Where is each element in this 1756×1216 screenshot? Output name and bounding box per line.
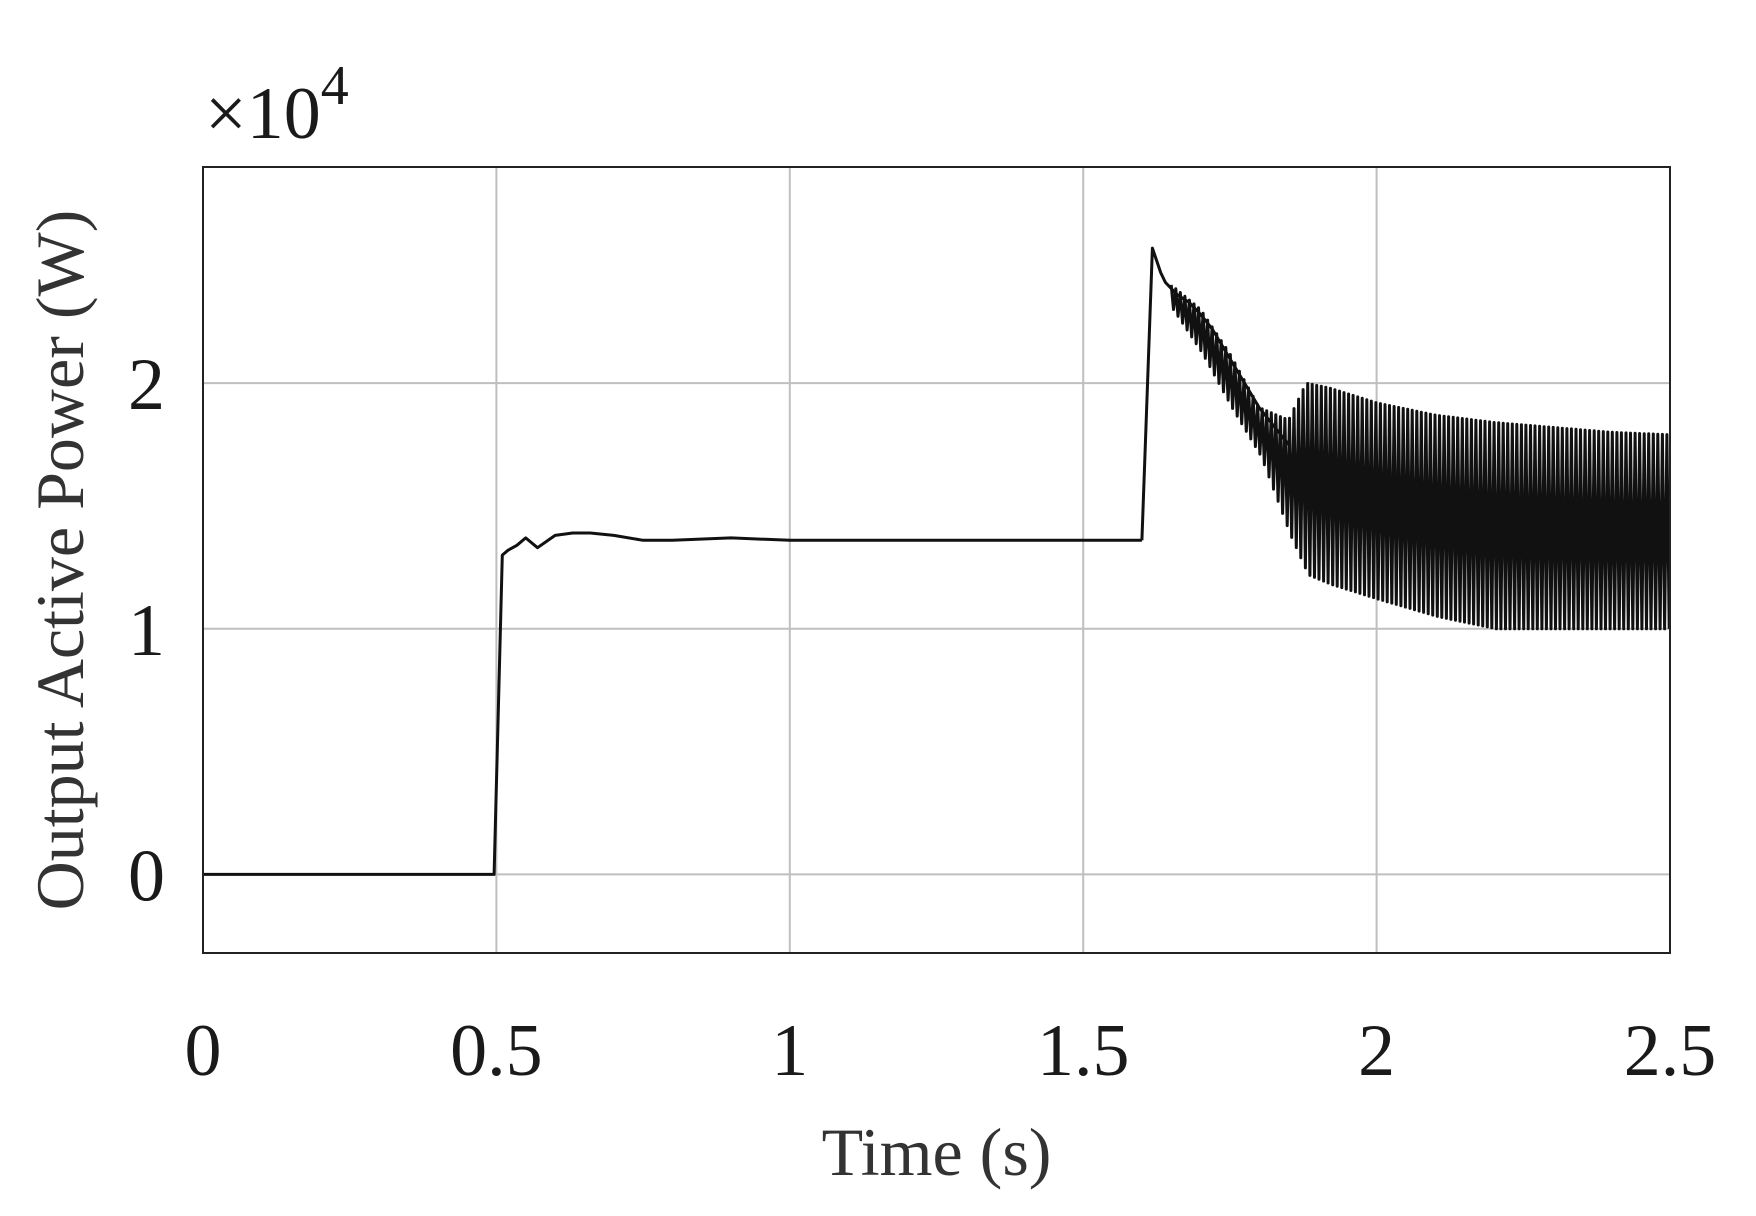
power-trace-oscillation: [1169, 284, 1671, 631]
y-exponent-power: 4: [321, 55, 349, 117]
y-axis-label: Output Active Power (W): [22, 210, 98, 911]
x-tick-label-5: 2.5: [1624, 1010, 1717, 1092]
x-tick-label-0: 0: [185, 1010, 222, 1092]
y-tick-label-0: 0: [128, 835, 165, 917]
power-trace-segment-0: [203, 531, 1142, 876]
axes-frame: [202, 166, 1671, 954]
plot-line-series: [203, 246, 1671, 876]
x-tick-label-1: 0.5: [450, 1010, 543, 1092]
y-exponent-label: ×104: [205, 55, 349, 155]
x-tick-label-4: 2: [1358, 1010, 1395, 1092]
x-tick-label-2: 1: [771, 1010, 808, 1092]
x-tick-labels: 0 0.5 1 1.5 2 2.5: [185, 1010, 1717, 1092]
y-tick-label-1: 1: [128, 590, 165, 672]
y-tick-label-2: 2: [128, 344, 165, 426]
power-trace-segment-1: [1140, 246, 1290, 541]
x-axis-label: Time (s): [822, 1114, 1052, 1190]
x-tick-label-3: 1.5: [1037, 1010, 1130, 1092]
y-tick-labels: 0 1 2: [128, 344, 165, 917]
y-exponent-base: ×10: [205, 73, 321, 155]
